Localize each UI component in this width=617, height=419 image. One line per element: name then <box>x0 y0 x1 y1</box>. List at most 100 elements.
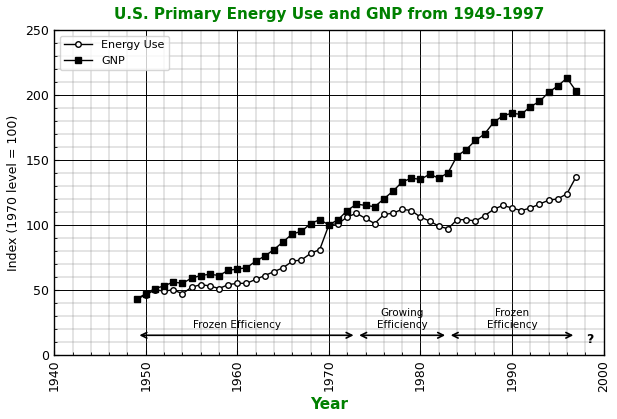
GNP <box>435 176 442 181</box>
GNP <box>518 112 525 117</box>
Energy Use <box>518 208 525 213</box>
Energy Use <box>536 202 543 207</box>
Energy Use <box>490 207 497 212</box>
Energy Use <box>215 286 223 291</box>
GNP <box>444 171 452 176</box>
Energy Use <box>545 198 552 203</box>
Energy Use <box>307 251 314 256</box>
GNP <box>499 113 507 118</box>
Energy Use <box>380 212 387 217</box>
Energy Use <box>280 265 287 270</box>
Energy Use <box>344 215 351 220</box>
GNP <box>563 75 571 80</box>
Energy Use <box>179 291 186 296</box>
GNP <box>188 276 195 281</box>
Energy Use <box>353 211 360 216</box>
Energy Use <box>527 205 534 210</box>
Energy Use <box>197 282 204 287</box>
Legend: Energy Use, GNP: Energy Use, GNP <box>60 36 168 70</box>
Energy Use <box>444 226 452 231</box>
GNP <box>316 217 323 222</box>
GNP <box>133 296 140 301</box>
GNP <box>573 88 580 93</box>
Energy Use <box>142 292 149 297</box>
Line: GNP: GNP <box>134 75 579 302</box>
X-axis label: Year: Year <box>310 397 348 412</box>
GNP <box>408 176 415 181</box>
GNP <box>280 239 287 244</box>
GNP <box>527 104 534 109</box>
GNP <box>142 291 149 296</box>
Line: Energy Use: Energy Use <box>134 174 579 302</box>
Energy Use <box>151 287 159 292</box>
GNP <box>298 229 305 234</box>
GNP <box>471 138 479 143</box>
Energy Use <box>481 213 488 218</box>
Y-axis label: Index (1970 level = 100): Index (1970 level = 100) <box>7 114 20 271</box>
Energy Use <box>508 205 516 210</box>
GNP <box>243 265 251 270</box>
GNP <box>389 189 397 194</box>
GNP <box>426 172 433 177</box>
GNP <box>554 83 561 88</box>
GNP <box>399 179 406 184</box>
Energy Use <box>325 222 333 228</box>
GNP <box>508 111 516 116</box>
Energy Use <box>133 296 140 301</box>
GNP <box>215 273 223 278</box>
GNP <box>325 222 333 228</box>
Energy Use <box>371 221 378 226</box>
GNP <box>225 268 232 273</box>
GNP <box>344 208 351 213</box>
Energy Use <box>170 287 177 292</box>
Energy Use <box>554 197 561 202</box>
Energy Use <box>188 285 195 290</box>
Energy Use <box>399 207 406 212</box>
Energy Use <box>389 211 397 216</box>
GNP <box>160 283 168 288</box>
Text: Growing
Efficiency: Growing Efficiency <box>377 308 428 330</box>
GNP <box>481 132 488 137</box>
Text: ?: ? <box>586 333 594 346</box>
Energy Use <box>334 221 342 226</box>
Energy Use <box>252 277 259 282</box>
GNP <box>252 259 259 264</box>
Energy Use <box>573 174 580 179</box>
Energy Use <box>408 208 415 213</box>
GNP <box>179 281 186 286</box>
Energy Use <box>225 282 232 287</box>
Energy Use <box>316 247 323 252</box>
GNP <box>380 197 387 202</box>
Energy Use <box>234 281 241 286</box>
GNP <box>490 120 497 125</box>
GNP <box>307 221 314 226</box>
Energy Use <box>261 273 268 278</box>
Energy Use <box>471 218 479 223</box>
GNP <box>453 153 461 158</box>
GNP <box>545 90 552 95</box>
Energy Use <box>289 259 296 264</box>
GNP <box>270 247 278 252</box>
GNP <box>416 177 424 182</box>
GNP <box>289 231 296 236</box>
Text: Frozen
Efficiency: Frozen Efficiency <box>487 308 537 330</box>
Energy Use <box>416 215 424 220</box>
GNP <box>463 147 470 152</box>
Energy Use <box>362 216 369 221</box>
Title: U.S. Primary Energy Use and GNP from 1949-1997: U.S. Primary Energy Use and GNP from 194… <box>114 7 544 22</box>
GNP <box>334 217 342 222</box>
Energy Use <box>270 269 278 274</box>
Energy Use <box>463 217 470 222</box>
Energy Use <box>426 218 433 223</box>
GNP <box>206 272 213 277</box>
GNP <box>151 286 159 291</box>
Energy Use <box>243 281 251 286</box>
GNP <box>353 202 360 207</box>
Text: Frozen Efficiency: Frozen Efficiency <box>193 320 281 330</box>
Energy Use <box>206 283 213 288</box>
Energy Use <box>499 203 507 208</box>
GNP <box>536 99 543 104</box>
Energy Use <box>453 217 461 222</box>
Energy Use <box>563 191 571 196</box>
GNP <box>170 279 177 285</box>
